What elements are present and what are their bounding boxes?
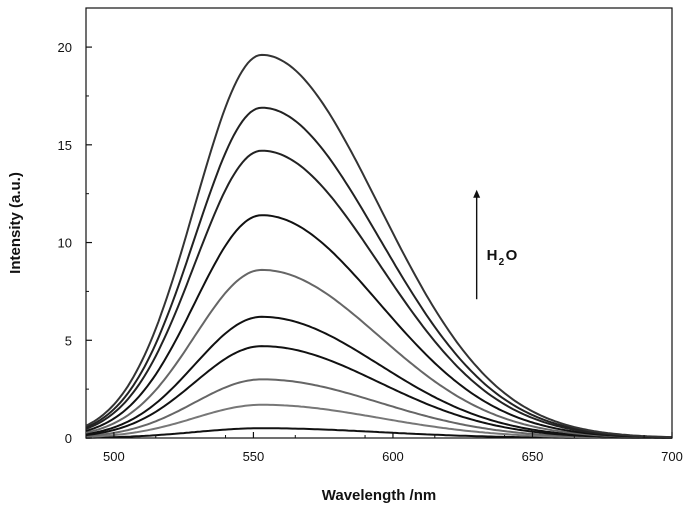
water-annotation: H2O (473, 190, 517, 299)
annotation-o: O (506, 247, 518, 264)
series-line-7 (86, 215, 672, 437)
x-tick-label: 550 (243, 449, 265, 464)
x-tick-label: 500 (103, 449, 125, 464)
series-line-8 (86, 151, 672, 438)
x-tick-label: 700 (661, 449, 683, 464)
series-line-10 (86, 55, 672, 437)
x-tick-label: 600 (382, 449, 404, 464)
y-tick-label: 20 (58, 40, 72, 55)
arrow-up-icon (473, 190, 480, 198)
annotation-h: H (487, 247, 498, 264)
y-axis-label: Intensity (a.u.) (7, 172, 24, 274)
y-tick-label: 5 (65, 333, 72, 348)
plot-frame (86, 8, 672, 438)
x-tick-label: 650 (522, 449, 544, 464)
y-axis: 0 5 10 15 20 (58, 40, 92, 446)
y-tick-label: 10 (58, 236, 72, 251)
annotation-subscript: 2 (499, 257, 505, 268)
series-group (86, 55, 672, 438)
y-tick-label: 15 (58, 138, 72, 153)
x-axis-label: Wavelength /nm (322, 487, 436, 504)
y-tick-label: 0 (65, 431, 72, 446)
